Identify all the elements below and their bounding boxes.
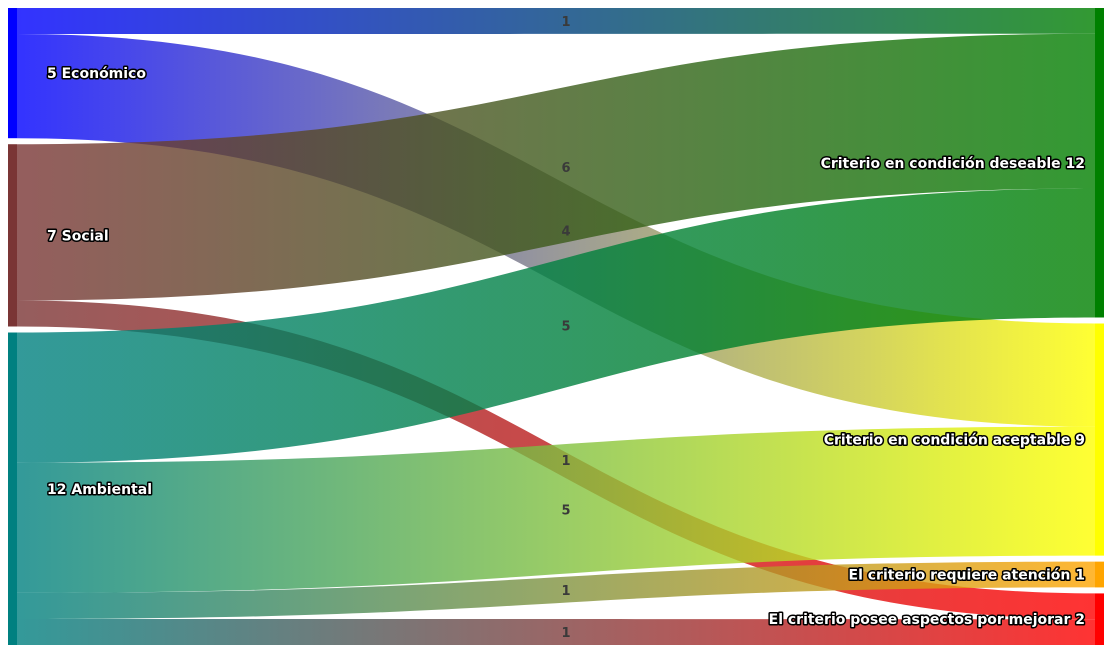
sankey-link-amb-acp[interactable] [17, 426, 1095, 593]
node-label-ate: El criterio requiere atención 1 [849, 568, 1085, 584]
node-labels-layer: 5 Económico 7 Social 12 Ambiental Criterio … [46, 65, 1087, 630]
link-value-label: 6 [561, 161, 570, 176]
sankey-node-soc[interactable] [8, 144, 17, 327]
sankey-node-mej[interactable] [1095, 593, 1104, 645]
node-label-soc: 7 Social [47, 228, 109, 244]
sankey-link-eco-des[interactable] [17, 8, 1095, 35]
links-layer [17, 8, 1095, 645]
sankey-link-amb-mej[interactable] [17, 618, 1095, 645]
link-value-label: 1 [561, 584, 570, 599]
link-value-label: 4 [561, 225, 570, 240]
node-label-amb: 12 Ambiental [47, 482, 152, 498]
sankey-node-acp[interactable] [1095, 323, 1104, 556]
nodes-layer [8, 8, 1104, 645]
sankey-node-des[interactable] [1095, 8, 1104, 318]
sankey-link-soc-des[interactable] [17, 33, 1095, 301]
node-label-acp: Criterio en condición aceptable 9 [824, 433, 1085, 449]
link-labels-layer: 1 4 6 1 5 5 1 1 [561, 15, 570, 641]
sankey-node-ate[interactable] [1095, 561, 1104, 588]
sankey-node-amb[interactable] [8, 332, 17, 646]
link-value-label: 1 [561, 626, 570, 641]
link-value-label: 1 [561, 454, 570, 469]
link-value-label: 1 [561, 15, 570, 30]
node-label-des: Criterio en condición deseable 12 [821, 156, 1085, 172]
sankey-link-amb-des[interactable] [17, 188, 1095, 463]
link-value-label: 5 [561, 503, 570, 518]
sankey-node-eco[interactable] [8, 8, 17, 139]
link-value-label: 5 [561, 319, 570, 334]
sankey-link-amb-ate[interactable] [17, 561, 1095, 619]
node-label-eco: 5 Económico [47, 66, 146, 82]
node-label-mej: El criterio posee aspectos por mejorar 2 [769, 612, 1085, 628]
